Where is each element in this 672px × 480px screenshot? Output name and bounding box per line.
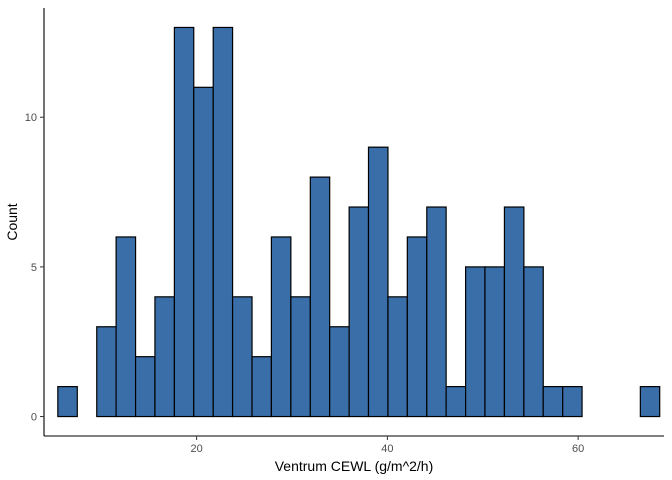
y-ticks: 0 5 10 — [25, 112, 44, 424]
histogram-bar — [154, 296, 175, 418]
x-axis-title: Ventrum CEWL (g/m^2/h) — [275, 458, 434, 474]
histogram-bar — [426, 206, 447, 418]
histogram-bar — [290, 296, 311, 418]
x-ticks: 20 40 60 — [190, 436, 584, 455]
histogram-bar — [57, 386, 78, 418]
histogram-bar — [348, 206, 370, 418]
histogram-bar — [367, 146, 389, 418]
histogram-bar — [503, 206, 525, 418]
histogram-bar — [173, 26, 195, 418]
histogram-bar — [329, 326, 350, 418]
histogram-bar — [484, 266, 506, 418]
axes-layer — [43, 8, 664, 437]
histogram-bar — [231, 296, 253, 418]
y-axis-title: Count — [4, 203, 20, 240]
histogram-bar — [406, 236, 428, 418]
histogram-bar — [96, 326, 117, 418]
x-tick-label: 60 — [572, 443, 584, 455]
x-tick-label: 40 — [381, 443, 393, 455]
y-tick-label: 10 — [25, 112, 37, 124]
histogram-bar — [387, 296, 408, 418]
histogram-bar — [309, 176, 331, 418]
histogram-bar — [212, 26, 234, 418]
histogram-bar — [134, 356, 156, 418]
histogram-bar — [445, 386, 467, 418]
histogram-bar — [562, 386, 583, 418]
histogram-bar — [465, 266, 486, 418]
y-tick-label: 5 — [31, 262, 37, 274]
histogram-bar — [270, 236, 292, 418]
y-tick-label: 0 — [31, 412, 37, 424]
x-tick-label: 20 — [190, 443, 202, 455]
histogram-bar — [115, 236, 137, 418]
histogram-bar — [523, 266, 544, 418]
histogram-bar — [542, 386, 564, 418]
histogram-bar — [193, 86, 214, 418]
histogram-bar — [639, 386, 661, 418]
histogram-bar — [251, 356, 272, 418]
bars-layer — [57, 26, 661, 418]
